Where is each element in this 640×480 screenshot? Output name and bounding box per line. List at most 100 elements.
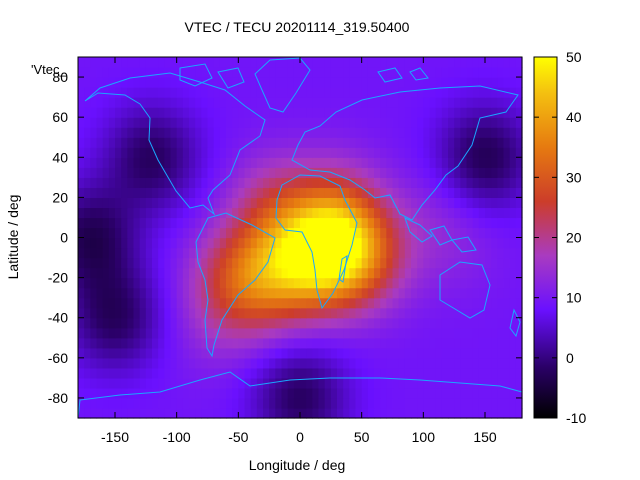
heatmap-cell <box>497 87 505 98</box>
heatmap-cell <box>269 377 276 389</box>
heatmap-cell <box>244 407 252 419</box>
heatmap-cell <box>182 287 190 299</box>
heatmap-cell <box>78 307 85 319</box>
heatmap-cell <box>330 197 338 209</box>
heatmap-cell <box>349 87 357 98</box>
heatmap-cell <box>441 257 449 269</box>
heatmap-cell <box>509 57 517 68</box>
heatmap-cell <box>275 107 283 118</box>
heatmap-cell <box>343 57 350 68</box>
heatmap-cell <box>306 107 313 118</box>
heatmap-cell <box>460 307 468 319</box>
heatmap-cell <box>133 177 141 188</box>
heatmap-cell <box>139 87 147 98</box>
heatmap-cell <box>417 57 424 68</box>
heatmap-cell <box>398 167 406 178</box>
heatmap-cell <box>78 107 85 118</box>
heatmap-cell <box>108 187 116 198</box>
heatmap-cell <box>306 327 313 339</box>
heatmap-cell <box>386 307 394 319</box>
heatmap-cell <box>145 237 153 249</box>
heatmap-cell <box>219 397 227 409</box>
heatmap-cell <box>509 277 517 289</box>
heatmap-cell <box>361 107 369 118</box>
heatmap-cell <box>226 287 233 299</box>
heatmap-cell <box>337 87 344 98</box>
heatmap-cell <box>170 177 178 188</box>
heatmap-cell <box>411 157 418 168</box>
heatmap-cell <box>96 307 104 319</box>
heatmap-cell <box>300 387 307 399</box>
heatmap-cell <box>158 327 165 339</box>
heatmap-cell <box>324 297 332 309</box>
heatmap-cell <box>478 297 486 309</box>
heatmap-cell <box>478 287 486 299</box>
heatmap-cell <box>182 247 190 259</box>
heatmap-cell <box>485 187 492 198</box>
heatmap-cell <box>238 277 246 289</box>
heatmap-cell <box>312 377 320 389</box>
heatmap-cell <box>330 257 338 269</box>
heatmap-cell <box>355 147 363 158</box>
heatmap-cell <box>293 367 301 379</box>
heatmap-cell <box>343 347 350 359</box>
heatmap-cell <box>78 117 85 128</box>
heatmap-cell <box>454 237 461 249</box>
heatmap-cell <box>374 367 381 379</box>
heatmap-cell <box>232 237 239 249</box>
heatmap-cell <box>404 347 412 359</box>
heatmap-cell <box>102 147 110 158</box>
heatmap-cell <box>219 327 227 339</box>
heatmap-cell <box>90 237 98 249</box>
heatmap-cell <box>170 167 178 178</box>
heatmap-cell <box>312 187 320 198</box>
heatmap-cell <box>207 347 215 359</box>
heatmap-cell <box>448 87 455 98</box>
heatmap-cell <box>324 117 332 128</box>
heatmap-cell <box>454 267 461 279</box>
heatmap-cell <box>472 327 480 339</box>
heatmap-cell <box>195 287 202 299</box>
heatmap-cell <box>293 117 301 128</box>
heatmap-cell <box>195 237 202 249</box>
heatmap-cell <box>275 307 283 319</box>
heatmap-cell <box>392 307 400 319</box>
heatmap-cell <box>466 237 474 249</box>
heatmap-cell <box>411 197 418 209</box>
heatmap-cell <box>102 77 110 88</box>
heatmap-cell <box>361 317 369 329</box>
heatmap-cell <box>454 397 461 409</box>
heatmap-cell <box>503 287 511 299</box>
heatmap-cell <box>300 147 307 158</box>
heatmap-cell <box>355 327 363 339</box>
heatmap-cell <box>244 187 252 198</box>
heatmap-cell <box>380 407 387 419</box>
heatmap-cell <box>164 117 172 128</box>
heatmap-cell <box>232 277 239 289</box>
heatmap-cell <box>485 177 492 188</box>
heatmap-cell <box>263 77 270 88</box>
heatmap-cell <box>503 397 511 409</box>
heatmap-cell <box>176 237 184 249</box>
heatmap-cell <box>367 207 375 219</box>
heatmap-cell <box>472 147 480 158</box>
heatmap-cell <box>361 147 369 158</box>
heatmap-cell <box>269 237 276 249</box>
heatmap-cell <box>441 137 449 148</box>
heatmap-cell <box>108 217 116 229</box>
heatmap-cell <box>201 317 209 329</box>
heatmap-cell <box>84 97 91 108</box>
heatmap-cell <box>84 317 91 329</box>
heatmap-cell <box>84 197 91 209</box>
heatmap-cell <box>404 117 412 128</box>
heatmap-cell <box>176 177 184 188</box>
heatmap-cell <box>201 377 209 389</box>
heatmap-cell <box>269 277 276 289</box>
heatmap-cell <box>250 237 258 249</box>
heatmap-cell <box>121 177 128 188</box>
heatmap-cell <box>423 227 431 239</box>
heatmap-cell <box>361 287 369 299</box>
heatmap-cell <box>263 247 270 259</box>
heatmap-cell <box>244 337 252 349</box>
heatmap-cell <box>448 237 455 249</box>
